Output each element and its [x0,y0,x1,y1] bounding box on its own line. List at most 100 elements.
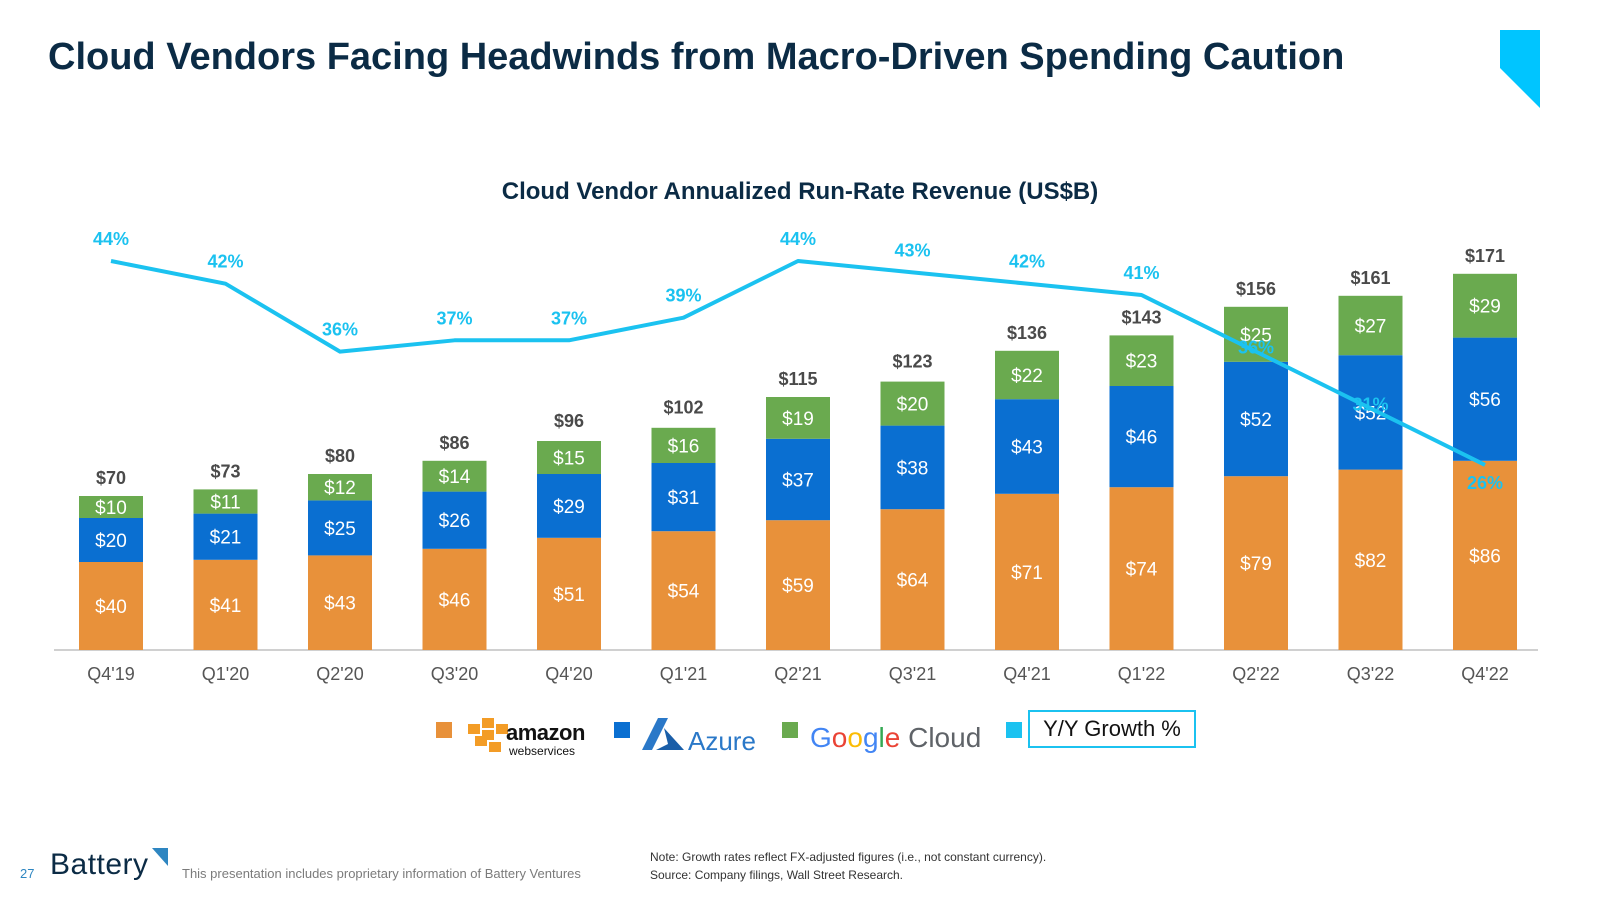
bar-segment [422,460,487,492]
bar-value-label: $25 [1240,325,1272,346]
bar-total-label: $102 [663,398,703,418]
growth-value-label: 44% [93,229,129,249]
bar-segment [995,399,1059,494]
growth-value-label: 36% [322,320,358,340]
bar-total-label: $73 [210,461,240,481]
bar-total-label: $171 [1465,246,1505,266]
bar-segment [1224,361,1288,477]
source-line: Source: Company filings, Wall Street Res… [650,868,903,882]
google-cloud-word: Cloud [908,722,982,753]
bar-total-label: $96 [554,411,584,431]
bar-value-label: $15 [553,449,585,470]
growth-value-label: 43% [894,240,930,260]
bar-segment [880,381,945,426]
bar-segment [79,562,143,650]
bar-segment [1453,460,1517,650]
bar-value-label: $71 [1011,563,1043,584]
growth-value-label: 41% [1123,263,1159,283]
bar-segment [1109,335,1174,386]
bar-total-label: $136 [1007,323,1047,343]
bar-segment [537,441,601,474]
bar-value-label: $26 [439,511,471,532]
aws-logo-subword: webservices [509,744,576,758]
bar-segment [1453,273,1517,338]
x-tick-label: Q4'21 [1003,664,1050,684]
bar-value-label: $38 [897,458,929,479]
legend-swatch-google-cloud [782,722,798,738]
chart-legend: amazon webservices Azure Google Cloud Y/… [0,710,1600,772]
bar-value-label: $46 [439,590,471,611]
bar-segment [308,474,372,501]
corner-accent-triangle [1500,30,1540,108]
bar-segment [1338,469,1403,650]
bar-value-label: $25 [324,519,356,540]
bar-value-label: $64 [897,571,929,592]
google-cloud-logo: Google Cloud [810,722,981,754]
google-wordmark: Google [810,722,901,753]
bar-value-label: $41 [210,596,242,617]
bar-total-label: $123 [892,351,932,371]
bar-value-label: $22 [1011,366,1043,387]
growth-line [110,259,1486,467]
bar-segment [308,500,372,556]
bar-segment [193,489,258,514]
bar-value-label: $31 [668,488,700,509]
bar-value-label: $74 [1126,560,1158,581]
bar-segment [651,531,716,650]
azure-a-icon [642,718,684,750]
bar-segment [880,425,945,510]
x-tick-label: Q4'19 [87,664,134,684]
battery-logo-text: Battery [50,848,149,881]
bar-value-label: $56 [1469,390,1501,411]
bar-total-label: $70 [96,468,126,488]
x-tick-label: Q3'21 [889,664,936,684]
bar-segment [79,518,143,562]
x-tick-label: Q3'22 [1347,664,1394,684]
bar-value-label: $86 [1469,546,1501,567]
bar-value-label: $52 [1355,403,1387,424]
bar-segment [1338,295,1403,356]
bar-segment [1109,487,1174,650]
x-tick-label: Q4'20 [545,664,592,684]
x-tick-label: Q2'21 [774,664,821,684]
x-tick-label: Q1'21 [660,664,707,684]
legend-swatch-growth [1006,722,1022,738]
page-number: 27 [20,866,35,881]
bar-value-label: $23 [1126,352,1158,373]
x-tick-label: Q3'20 [431,664,478,684]
bar-value-label: $46 [1126,428,1158,449]
bar-segment [193,513,258,560]
bar-total-label: $86 [439,433,469,453]
growth-value-label: 26% [1467,473,1503,493]
bar-value-label: $29 [1469,297,1501,318]
bar-value-label: $16 [668,436,700,457]
bar-value-label: $19 [782,409,814,430]
bar-segment [995,350,1059,400]
bar-segment [766,438,830,521]
bar-value-label: $54 [668,582,700,603]
legend-swatch-aws [436,722,452,738]
footer-disclaimer: This presentation includes proprietary i… [182,866,581,881]
bar-segment [651,463,716,532]
aws-boxes-icon [468,718,508,752]
bar-value-label: $40 [95,597,127,618]
bar-segment [1109,386,1174,488]
bar-segment [651,427,716,463]
bar-total-label: $161 [1350,268,1390,288]
x-tick-label: Q2'22 [1232,664,1279,684]
bar-segment [1224,476,1288,650]
bar-value-label: $37 [782,471,814,492]
bar-value-label: $21 [210,528,242,549]
growth-value-label: 31% [1352,394,1388,414]
growth-value-label: 42% [207,252,243,272]
growth-value-label: 44% [780,229,816,249]
bar-value-label: $79 [1240,554,1272,575]
bar-value-label: $11 [210,493,240,514]
growth-value-label: 42% [1009,252,1045,272]
bar-value-label: $51 [553,585,585,606]
x-tick-label: Q1'22 [1118,664,1165,684]
bar-value-label: $29 [553,497,585,518]
bar-value-label: $59 [782,576,814,597]
aws-logo-word: amazon [506,720,585,745]
bar-segment [1453,337,1517,461]
